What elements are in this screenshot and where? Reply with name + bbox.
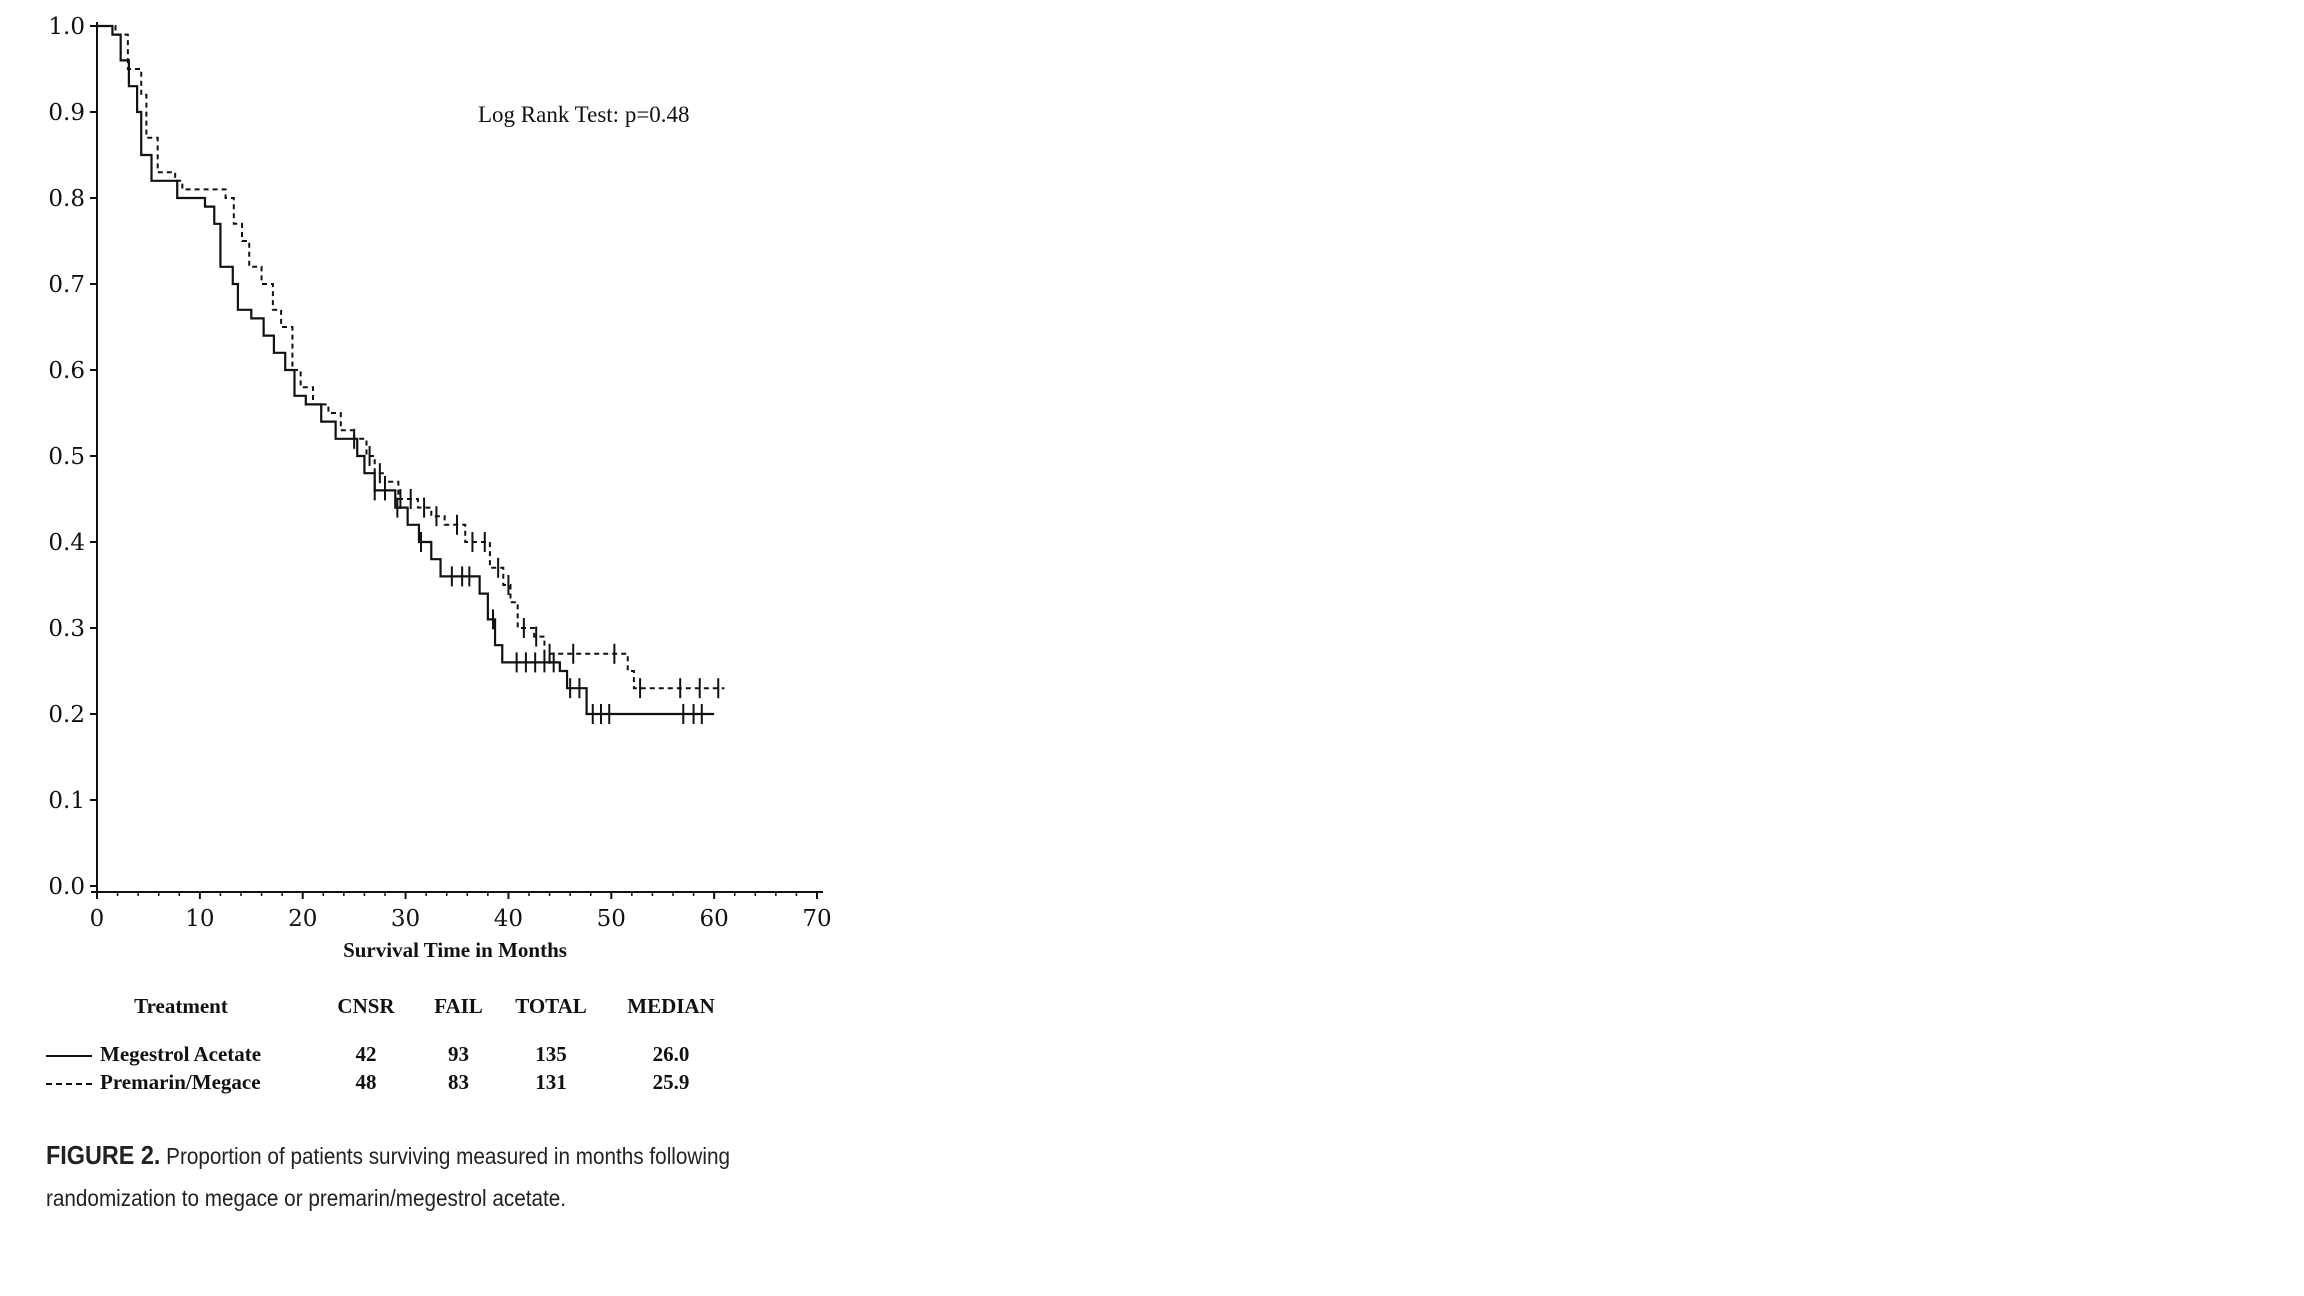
y-tick-label: 0.9 bbox=[48, 100, 85, 126]
y-tick-label: 1.0 bbox=[48, 14, 85, 40]
x-tick-label: 50 bbox=[597, 906, 626, 932]
series-premarin-megace bbox=[97, 25, 725, 699]
y-tick-label: 0.5 bbox=[48, 444, 85, 470]
x-tick-label: 60 bbox=[700, 906, 729, 932]
x-tick-label: 70 bbox=[802, 906, 831, 932]
x-tick-label: 40 bbox=[494, 906, 523, 932]
x-tick-label: 10 bbox=[185, 906, 214, 932]
survival-curve bbox=[97, 24, 715, 716]
y-tick-label: 0.4 bbox=[48, 530, 85, 556]
log-rank-annotation: Log Rank Test: p=0.48 bbox=[478, 102, 690, 127]
table-header-row: Treatment CNSR FAIL TOTAL MEDIAN bbox=[46, 986, 741, 1026]
figure-caption: FIGURE 2. Proportion of patients survivi… bbox=[46, 1134, 784, 1219]
x-axis-label: Survival Time in Months bbox=[343, 938, 567, 962]
summary-table: Treatment CNSR FAIL TOTAL MEDIAN Megestr… bbox=[46, 986, 741, 1096]
table-row: Premarin/Megace 48 83 131 25.9 bbox=[46, 1068, 741, 1096]
total-value: 135 bbox=[535, 1041, 567, 1066]
x-tick-label: 20 bbox=[288, 906, 317, 932]
fail-value: 83 bbox=[448, 1069, 469, 1094]
table-header-median: MEDIAN bbox=[627, 993, 715, 1018]
table-header-cnsr: CNSR bbox=[337, 993, 395, 1018]
table-header-fail: FAIL bbox=[434, 993, 483, 1018]
treatment-name: Megestrol Acetate bbox=[100, 1041, 262, 1066]
y-tick-label: 0.3 bbox=[48, 616, 85, 642]
fail-value: 93 bbox=[448, 1041, 469, 1066]
median-value: 25.9 bbox=[652, 1069, 690, 1094]
table-row: Megestrol Acetate 42 93 135 26.0 bbox=[46, 1040, 741, 1068]
median-value: 26.0 bbox=[652, 1041, 690, 1066]
y-tick-label: 0.7 bbox=[48, 272, 85, 298]
x-axis: 0 10 20 30 40 50 60 70 bbox=[90, 891, 832, 932]
y-tick-label: 0.0 bbox=[48, 874, 85, 900]
survival-curve bbox=[97, 25, 725, 690]
x-tick-label: 30 bbox=[391, 906, 420, 932]
y-tick-label: 0.2 bbox=[48, 702, 85, 728]
figure-caption-text: Proportion of patients surviving measure… bbox=[46, 1143, 730, 1211]
series-megestrol-acetate bbox=[97, 24, 715, 724]
plot-area bbox=[97, 24, 725, 724]
treatment-name: Premarin/Megace bbox=[100, 1069, 261, 1094]
x-tick-label: 0 bbox=[90, 906, 105, 932]
y-axis: 0.0 0.1 0.2 0.3 0.4 0.5 0.6 0.7 0.8 0.9 1.0 bbox=[48, 14, 98, 900]
y-tick-label: 0.6 bbox=[48, 358, 85, 384]
y-tick-label: 0.1 bbox=[48, 788, 85, 814]
figure-label: FIGURE 2. bbox=[46, 1140, 161, 1170]
legend-line-dashed bbox=[46, 1082, 92, 1085]
y-tick-label: 0.8 bbox=[48, 186, 85, 212]
cnsr-value: 42 bbox=[355, 1041, 377, 1066]
table-header-treatment: Treatment bbox=[134, 993, 228, 1018]
total-value: 131 bbox=[535, 1069, 567, 1094]
cnsr-value: 48 bbox=[355, 1069, 377, 1094]
table-header-total: TOTAL bbox=[515, 993, 587, 1018]
legend-line-solid bbox=[46, 1054, 92, 1057]
